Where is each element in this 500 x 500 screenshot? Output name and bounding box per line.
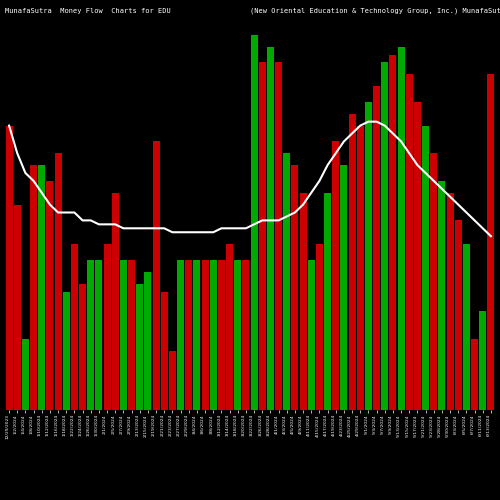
Bar [406, 74, 412, 410]
Bar [308, 260, 314, 410]
Bar [14, 204, 20, 410]
Bar [63, 292, 70, 410]
Bar [284, 153, 290, 410]
Bar [463, 244, 470, 410]
Bar [324, 192, 331, 410]
Bar [46, 181, 54, 410]
Bar [226, 244, 233, 410]
Text: MunafaSutra  Money Flow  Charts for EDU: MunafaSutra Money Flow Charts for EDU [5, 8, 171, 14]
Bar [112, 192, 118, 410]
Bar [390, 54, 396, 410]
Bar [332, 142, 339, 410]
Bar [210, 260, 216, 410]
Bar [186, 260, 192, 410]
Bar [259, 62, 266, 410]
Bar [161, 292, 168, 410]
Bar [292, 165, 298, 410]
Bar [152, 142, 160, 410]
Bar [234, 260, 241, 410]
Bar [22, 339, 29, 410]
Bar [414, 102, 421, 410]
Bar [218, 260, 225, 410]
Bar [71, 244, 78, 410]
Bar [169, 351, 176, 410]
Bar [88, 260, 94, 410]
Bar [365, 102, 372, 410]
Bar [373, 86, 380, 410]
Bar [120, 260, 127, 410]
Bar [136, 284, 143, 410]
Bar [30, 165, 37, 410]
Bar [488, 74, 494, 410]
Bar [267, 46, 274, 410]
Bar [316, 244, 323, 410]
Bar [438, 181, 446, 410]
Bar [471, 339, 478, 410]
Bar [54, 153, 62, 410]
Bar [202, 260, 208, 410]
Bar [357, 126, 364, 410]
Bar [430, 153, 437, 410]
Bar [242, 260, 250, 410]
Bar [96, 260, 102, 410]
Bar [79, 284, 86, 410]
Bar [177, 260, 184, 410]
Bar [128, 260, 135, 410]
Bar [382, 62, 388, 410]
Bar [422, 126, 429, 410]
Bar [194, 260, 200, 410]
Bar [446, 192, 454, 410]
Bar [144, 272, 152, 410]
Bar [455, 220, 462, 410]
Bar [348, 114, 356, 410]
Bar [340, 165, 347, 410]
Bar [38, 165, 45, 410]
Bar [275, 62, 282, 410]
Bar [104, 244, 110, 410]
Bar [398, 46, 404, 410]
Bar [300, 192, 306, 410]
Text: (New Oriental Education & Technology Group, Inc.) MunafaSutra.com: (New Oriental Education & Technology Gro… [250, 8, 500, 14]
Bar [6, 126, 12, 410]
Bar [250, 35, 258, 410]
Bar [480, 311, 486, 410]
